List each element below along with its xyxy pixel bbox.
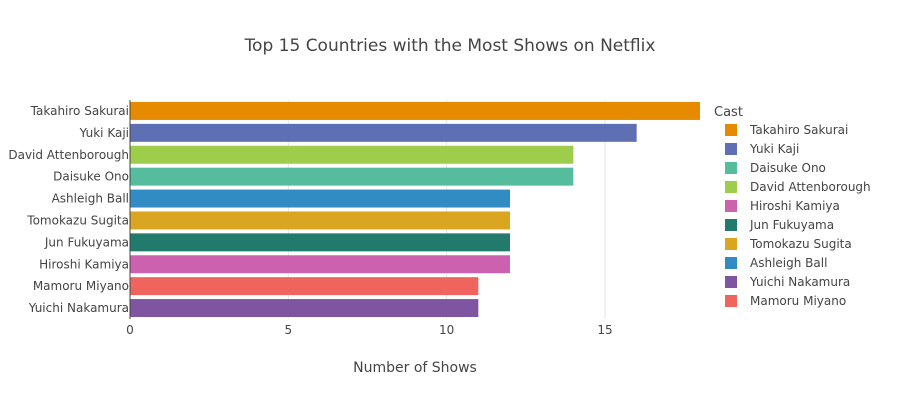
x-tick-label: 15 [597,323,612,337]
bar[interactable] [130,167,574,186]
legend-item-label[interactable]: Mamoru Miyano [750,294,846,308]
y-tick-label: Yuki Kaji [79,126,129,140]
bar[interactable] [130,255,510,274]
bar[interactable] [130,145,574,164]
y-tick-label: Takahiro Sakurai [30,104,129,118]
x-tick-label: 5 [285,323,293,337]
legend-swatch[interactable] [725,124,737,136]
legend-swatch[interactable] [725,219,737,231]
x-tick-label: 10 [439,323,454,337]
y-tick-label: Yuichi Nakamura [28,301,129,315]
y-axis: Takahiro Sakurai Yuki Kaji David Attenboro… [8,100,131,319]
bar[interactable] [130,101,700,120]
legend-item-label[interactable]: Takahiro Sakurai [749,123,848,137]
legend-item-label[interactable]: Yuki Kaji [749,142,799,156]
legend-item-label[interactable]: Tomokazu Sugita [749,237,852,251]
x-axis-title: Number of Shows [353,360,477,376]
legend-swatch[interactable] [725,181,737,193]
y-tick-label: Tomokazu Sugita [26,213,129,227]
legend-item-label[interactable]: David Attenborough [750,180,871,194]
legend-swatch[interactable] [725,200,737,212]
legend-item-label[interactable]: Jun Fukuyama [749,218,834,232]
y-tick-label: Jun Fukuyama [44,235,129,249]
legend-swatch[interactable] [725,276,737,288]
bar[interactable] [130,299,479,318]
bar[interactable] [130,233,510,252]
legend-title: Cast [714,105,743,120]
bar[interactable] [130,211,510,230]
legend-item-label[interactable]: Daisuke Ono [750,161,826,175]
legend-item-label[interactable]: Yuichi Nakamura [749,275,850,289]
bar[interactable] [130,189,510,208]
x-axis: 0 5 10 15 [126,323,612,337]
y-tick-label: Ashleigh Ball [52,192,129,206]
legend-item-label[interactable]: Hiroshi Kamiya [750,199,840,213]
legend-swatch[interactable] [725,162,737,174]
bar[interactable] [130,123,637,142]
legend-swatch[interactable] [725,143,737,155]
x-tick-label: 0 [126,323,134,337]
bar[interactable] [130,277,479,296]
legend-swatch[interactable] [725,238,737,250]
chart-title: Top 15 Countries with the Most Shows on … [244,36,656,56]
y-tick-label: Mamoru Miyano [33,279,129,293]
bars [130,101,700,318]
legend-swatch[interactable] [725,295,737,307]
legend-item-label[interactable]: Ashleigh Ball [750,256,827,270]
legend-swatch[interactable] [725,257,737,269]
legend[interactable]: Cast Takahiro Sakurai Yuki Kaji Daisuke On… [714,105,871,308]
y-tick-label: Daisuke Ono [53,170,129,184]
y-tick-label: Hiroshi Kamiya [39,257,129,271]
y-tick-label: David Attenborough [8,148,129,162]
